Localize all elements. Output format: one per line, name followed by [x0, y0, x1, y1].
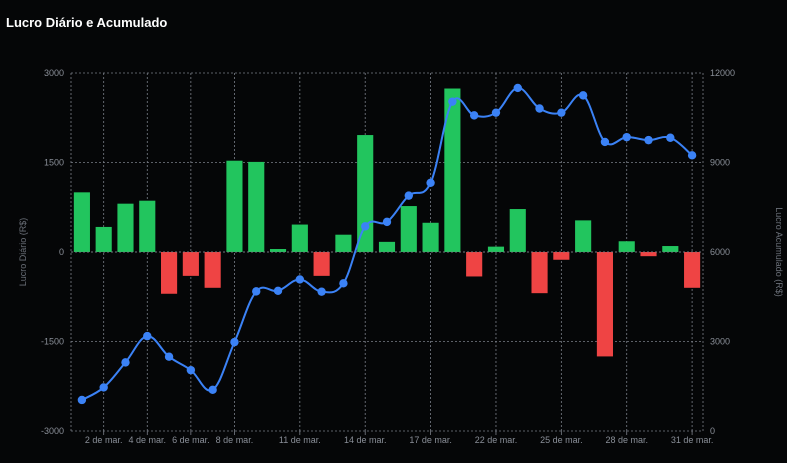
cumulative-profit-point: [361, 222, 370, 231]
cumulative-profit-point: [252, 287, 261, 296]
bar-positive: [269, 249, 287, 252]
y-right-tick-label: 0: [710, 426, 715, 436]
cumulative-profit-point: [600, 137, 610, 147]
cumulative-profit-point: [557, 108, 566, 117]
bar-negative: [313, 252, 330, 276]
cumulative-profit-point: [208, 385, 217, 395]
x-tick-label: 14 de mar.: [344, 435, 387, 445]
y-left-tick-label: 1500: [44, 158, 64, 168]
x-tick-label: 4 de mar.: [129, 435, 167, 445]
bar-positive: [335, 234, 352, 252]
bar-positive: [662, 246, 679, 252]
cumulative-profit-point: [230, 337, 239, 347]
y-right-tick-label: 9000: [710, 158, 730, 168]
bar-positive: [422, 222, 439, 252]
cumulative-profit-point: [143, 331, 152, 341]
y-left-tick-label: 3000: [44, 68, 64, 78]
chart-title: Lucro Diário e Acumulado: [6, 15, 168, 30]
bar-negative: [684, 252, 701, 288]
x-tick-label: 8 de mar.: [216, 435, 254, 445]
bar-positive: [248, 161, 265, 252]
bar-negative: [466, 252, 483, 277]
bar-positive: [117, 203, 134, 252]
cumulative-profit-point: [404, 191, 413, 200]
x-tick-label: 17 de mar.: [409, 435, 452, 445]
cumulative-profit-point: [426, 178, 435, 187]
cumulative-profit-point: [687, 151, 697, 160]
x-tick-label: 28 de mar.: [605, 435, 648, 445]
x-tick-label: 22 de mar.: [475, 435, 518, 445]
x-tick-label: 11 de mar.: [279, 435, 321, 445]
x-tick-label: 31 de mar.: [671, 435, 714, 445]
cumulative-profit-point: [578, 91, 588, 100]
cumulative-profit-point: [469, 111, 479, 120]
bar-positive: [139, 200, 156, 252]
bar-positive: [400, 206, 417, 252]
bar-negative: [553, 252, 570, 260]
bar-positive: [73, 192, 90, 252]
cumulative-profit-point: [121, 358, 130, 367]
cumulative-profit-point: [339, 279, 348, 288]
bar-positive: [487, 246, 505, 252]
bar-positive: [291, 224, 308, 252]
bar-negative: [182, 252, 199, 276]
cumulative-profit-point: [295, 275, 305, 284]
cumulative-profit-point: [513, 83, 522, 93]
cumulative-profit-point: [622, 132, 631, 142]
cumulative-profit-point: [666, 133, 675, 142]
cumulative-profit-point: [644, 135, 653, 145]
bar-negative: [161, 252, 178, 294]
y-right-tick-label: 6000: [710, 247, 730, 257]
cumulative-profit-point: [273, 286, 283, 295]
cumulative-profit-point: [382, 217, 392, 227]
y-left-tick-label: -1500: [41, 337, 64, 347]
x-tick-label: 6 de mar.: [172, 435, 210, 445]
y-left-tick-label: 0: [59, 247, 64, 257]
bar-positive: [95, 226, 112, 252]
cumulative-profit-point: [491, 108, 501, 117]
bar-positive: [378, 241, 396, 252]
y-right-axis-title: Lucro Acumulado (R$): [774, 207, 784, 297]
bar-positive: [509, 209, 526, 252]
y-right-tick-label: 12000: [710, 68, 735, 78]
bar-positive: [575, 220, 592, 252]
x-tick-label: 2 de mar.: [85, 435, 123, 445]
cumulative-profit-point: [535, 104, 544, 113]
x-tick-label: 25 de mar.: [540, 435, 583, 445]
bar-positive: [226, 160, 243, 252]
cumulative-profit-point: [164, 352, 174, 361]
bar-positive: [618, 241, 635, 252]
y-left-axis-title: Lucro Diário (R$): [18, 218, 28, 287]
bar-negative: [531, 252, 548, 294]
bar-negative: [204, 252, 221, 288]
bar-positive: [357, 135, 374, 252]
cumulative-profit-point: [317, 287, 326, 296]
cumulative-profit-point: [77, 395, 87, 405]
y-right-tick-label: 3000: [710, 337, 730, 347]
y-left-tick-label: -3000: [41, 426, 64, 436]
bar-negative: [596, 252, 613, 357]
cumulative-profit-point: [448, 97, 457, 106]
cumulative-profit-point: [186, 365, 196, 375]
cumulative-profit-point: [99, 383, 108, 392]
bar-positive: [444, 88, 461, 252]
bar-negative: [640, 252, 657, 257]
